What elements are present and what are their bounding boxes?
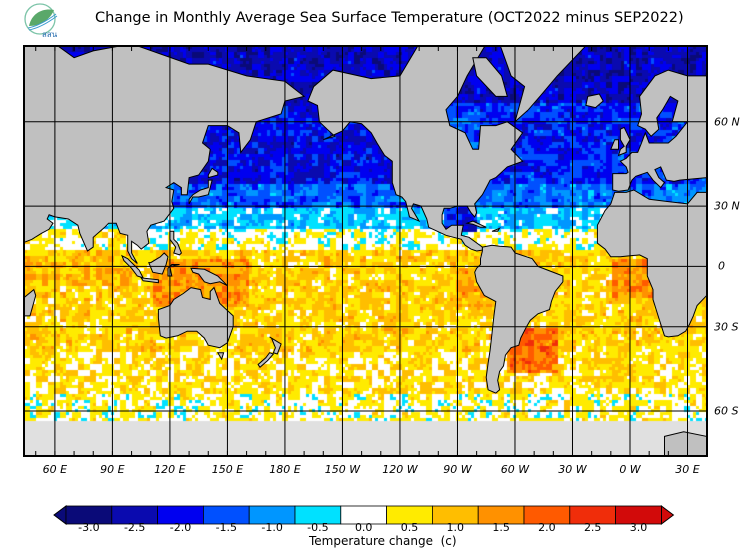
colorbar-tick-label: 2.0 [538, 521, 556, 534]
landmass-europe [612, 69, 707, 192]
colorbar-tick-label: 0.5 [400, 521, 419, 534]
colorbar-tick-label: -2.5 [123, 521, 146, 534]
landmass-nz-north [269, 336, 282, 355]
longitude-label: 60 E [42, 463, 68, 476]
colorbar-tick-label: -1.0 [261, 521, 283, 534]
longitude-label: 150 W [324, 463, 361, 476]
logo-text: สสน [42, 30, 58, 39]
longitude-label: 0 W [619, 463, 641, 476]
landmass-new-guinea [190, 267, 228, 287]
longitude-label: 90 W [443, 463, 472, 476]
landmass-hokkaido [207, 167, 219, 179]
landmass-greenland [499, 46, 587, 124]
landmass-java [140, 277, 159, 284]
longitude-label: 150 E [211, 463, 244, 476]
landmass-japan [188, 179, 213, 205]
longitude-label: 90 E [100, 463, 125, 476]
colorbar-tick-label: 0.0 [354, 521, 373, 534]
landmass-tasmania [216, 352, 225, 361]
map-frame [23, 45, 708, 457]
map [23, 45, 708, 457]
latitude-label: 0 [718, 259, 725, 273]
colorbar-tick-label: 1.5 [492, 521, 510, 534]
colorbar-tick-label: -0.5 [307, 521, 329, 534]
colorbar-extend-high-arrow [660, 505, 675, 525]
landmass-eurasia [24, 46, 306, 264]
landmass-sulawesi [167, 264, 180, 277]
landmass-cuba [465, 220, 487, 228]
latitude-label: 60 S [714, 404, 739, 418]
longitude-label: 120 E [154, 463, 186, 476]
colorbar-tick-label: 3.0 [629, 521, 648, 534]
landmass-philippines [169, 230, 182, 256]
longitude-label: 180 E [269, 463, 301, 476]
landmass-north-america [307, 46, 524, 252]
landmass-australia [157, 286, 234, 349]
leaf-logo-icon [24, 3, 58, 35]
latitude-label: 30 N [714, 199, 740, 213]
longitude-label: 60 W [500, 463, 530, 476]
landmass-borneo [148, 252, 169, 275]
colorbar-tick-label: -2.0 [169, 521, 192, 534]
colorbar-tick-label: -3.0 [78, 521, 100, 534]
latitude-label: 30 S [714, 320, 739, 334]
landmass-south-america [474, 244, 564, 394]
landmass-africa [596, 189, 707, 338]
landmass-baffin [472, 57, 508, 97]
landmass-nz-south [257, 352, 275, 369]
colorbar-swatch [615, 505, 662, 525]
latitude-label: 60 N [714, 115, 740, 129]
colorbar-title: Temperature change (c) [309, 534, 457, 548]
logo: สสน [20, 2, 62, 42]
chart-title: Change in Monthly Average Sea Surface Te… [95, 10, 684, 26]
longitude-label: 30 E [675, 463, 700, 476]
longitude-label: 30 W [558, 463, 587, 476]
landmass-iceland [585, 93, 604, 109]
landmass-britain [617, 126, 631, 157]
colorbar-tick-label: 2.5 [583, 521, 602, 534]
landmass-hispaniola [491, 227, 501, 232]
longitude-label: 120 W [382, 463, 418, 476]
colorbar-extend-low-arrow [53, 505, 67, 525]
colorbar-tick-label: -1.5 [215, 521, 238, 534]
map-overlay [23, 45, 708, 457]
colorbar-tick-label: 1.0 [446, 521, 465, 534]
landmass-ireland [610, 139, 619, 150]
